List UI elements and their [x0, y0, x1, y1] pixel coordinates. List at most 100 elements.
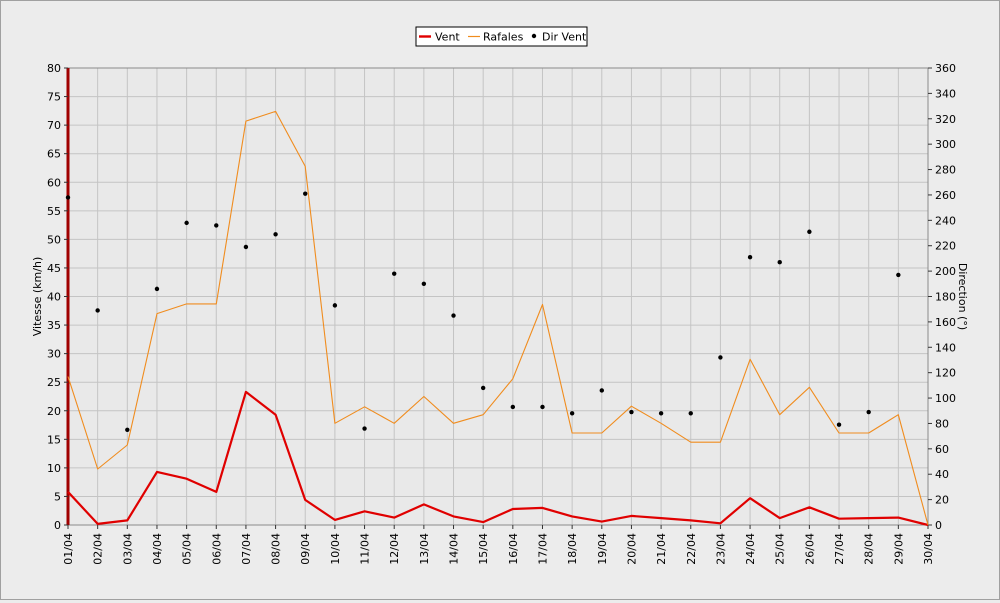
- left-axis-tick-label: 80: [47, 62, 61, 75]
- left-axis-tick-label: 55: [47, 205, 61, 218]
- left-axis-tick-label: 30: [47, 348, 61, 361]
- data-point-dir-vent: [658, 411, 664, 416]
- legend: Vent Rafales Dir Vent: [415, 26, 588, 47]
- x-axis-tick-label: 27/04: [833, 533, 846, 565]
- right-axis-tick-label: 260: [935, 189, 956, 202]
- right-axis-tick-label: 0: [935, 519, 942, 532]
- x-axis-tick-label: 22/04: [685, 533, 698, 565]
- right-axis-tick-label: 280: [935, 164, 956, 177]
- right-axis-tick-label: 200: [935, 265, 956, 278]
- series-vent: [67, 390, 929, 527]
- x-axis-tick-label: 17/04: [536, 533, 549, 565]
- x-axis-tick-label: 23/04: [714, 533, 727, 565]
- legend-swatch-dir-vent: [531, 33, 537, 39]
- right-axis-tick-label: 140: [935, 341, 956, 354]
- data-point-dir-vent: [629, 409, 634, 415]
- data-point-dir-vent: [421, 281, 427, 287]
- x-axis-tick-label: 15/04: [477, 533, 490, 565]
- left-axis-tick-label: 75: [47, 91, 61, 104]
- x-axis-tick-label: 18/04: [566, 533, 579, 565]
- data-point-dir-vent: [569, 411, 575, 416]
- right-axis: 0 20 40 60 80 100 120 140 160 180 200 220 240 260 280 3…: [928, 62, 969, 532]
- series-line-rafales: [67, 110, 929, 526]
- x-axis-tick-label: 21/04: [655, 533, 668, 565]
- x-axis-tick-label: 30/04: [922, 533, 935, 565]
- data-point-dir-vent: [540, 404, 545, 410]
- left-axis-tick-label: 15: [47, 433, 61, 446]
- data-point-dir-vent: [836, 422, 842, 427]
- data-point-dir-vent: [184, 220, 189, 226]
- data-point-dir-vent: [95, 308, 100, 313]
- left-axis-tick-label: 25: [47, 376, 61, 389]
- data-point-dir-vent: [332, 303, 338, 308]
- left-axis: 0 5 10 15 20 25 30 35 40 45 50 55 60 65 70 75 80 Vitesse …: [31, 62, 68, 532]
- series-dir-vent: [65, 191, 901, 432]
- data-point-dir-vent: [451, 313, 456, 318]
- left-axis-tick-label: 50: [47, 233, 61, 246]
- data-point-dir-vent: [896, 272, 901, 278]
- x-axis-tick-label: 06/04: [210, 533, 223, 565]
- right-axis-tick-label: 80: [935, 417, 949, 430]
- x-axis-tick-label: 03/04: [121, 533, 134, 565]
- legend-label-rafales: Rafales: [483, 31, 524, 44]
- x-axis-tick-label: 28/04: [863, 533, 876, 565]
- series-line-vent: [67, 390, 929, 527]
- x-axis-tick-label: 29/04: [892, 533, 905, 565]
- data-point-dir-vent: [243, 244, 249, 250]
- right-axis-tick-label: 100: [935, 392, 956, 405]
- left-axis-tick-label: 10: [47, 462, 61, 475]
- x-axis-tick-label: 10/04: [329, 533, 342, 565]
- x-axis-tick-label: 16/04: [507, 533, 520, 565]
- right-axis-title: Direction (°): [956, 263, 969, 330]
- legend-label-vent: Vent: [435, 31, 460, 44]
- left-axis-title: Vitesse (km/h): [31, 257, 44, 337]
- right-axis-tick-label: 240: [935, 214, 956, 227]
- x-axis-tick-label: 24/04: [744, 533, 757, 565]
- data-point-dir-vent: [273, 232, 278, 237]
- right-axis-tick-label: 20: [935, 494, 949, 507]
- data-point-dir-vent: [807, 229, 812, 234]
- data-point-dir-vent: [392, 271, 397, 276]
- right-axis-tick-label: 120: [935, 367, 956, 380]
- x-axis-tick-label: 08/04: [270, 533, 283, 565]
- left-axis-tick-label: 0: [54, 519, 61, 532]
- x-axis-tick-label: 19/04: [596, 533, 609, 565]
- left-axis-tick-label: 70: [47, 119, 61, 132]
- left-axis-tick-label: 20: [47, 405, 61, 418]
- data-point-dir-vent: [599, 388, 604, 393]
- x-axis-tick-label: 02/04: [92, 533, 105, 565]
- x-axis-tick-label: 04/04: [151, 533, 164, 565]
- right-axis-tick-label: 60: [935, 443, 949, 456]
- left-axis-tick-label: 40: [47, 291, 61, 304]
- data-point-dir-vent: [777, 260, 782, 265]
- x-axis-tick-label: 25/04: [774, 533, 787, 565]
- right-axis-tick-label: 220: [935, 240, 956, 253]
- x-axis-tick-label: 09/04: [299, 533, 312, 565]
- data-point-dir-vent: [747, 254, 753, 260]
- right-axis-tick-label: 320: [935, 113, 956, 126]
- data-point-dir-vent: [510, 404, 516, 410]
- data-point-dir-vent: [214, 223, 219, 228]
- legend-label-dir-vent: Dir Vent: [542, 31, 587, 44]
- right-axis-tick-label: 360: [935, 62, 956, 75]
- legend-box: [415, 26, 588, 47]
- x-axis-tick-label: 12/04: [388, 533, 401, 565]
- left-axis-tick-label: 35: [47, 319, 61, 332]
- right-axis-tick-label: 40: [935, 468, 949, 481]
- x-axis: 01/04 02/04 03/04 04/04 05/04 06/04 07/04 08/04…: [62, 525, 935, 565]
- x-axis-tick-label: 14/04: [448, 533, 461, 565]
- right-axis-tick-label: 160: [935, 316, 956, 329]
- left-axis-tick-label: 65: [47, 148, 61, 161]
- data-point-dir-vent: [480, 385, 486, 391]
- x-axis-tick-label: 26/04: [803, 533, 816, 565]
- series-rafales: [67, 110, 929, 526]
- x-axis-tick-label: 11/04: [359, 533, 372, 565]
- data-point-dir-vent: [303, 191, 308, 196]
- x-axis-tick-label: 20/04: [625, 533, 638, 565]
- data-point-dir-vent: [718, 355, 723, 360]
- x-axis-tick-label: 05/04: [181, 533, 194, 565]
- grid-lines: [67, 67, 929, 526]
- data-point-dir-vent: [688, 411, 693, 416]
- x-axis-tick-label: 07/04: [240, 533, 253, 565]
